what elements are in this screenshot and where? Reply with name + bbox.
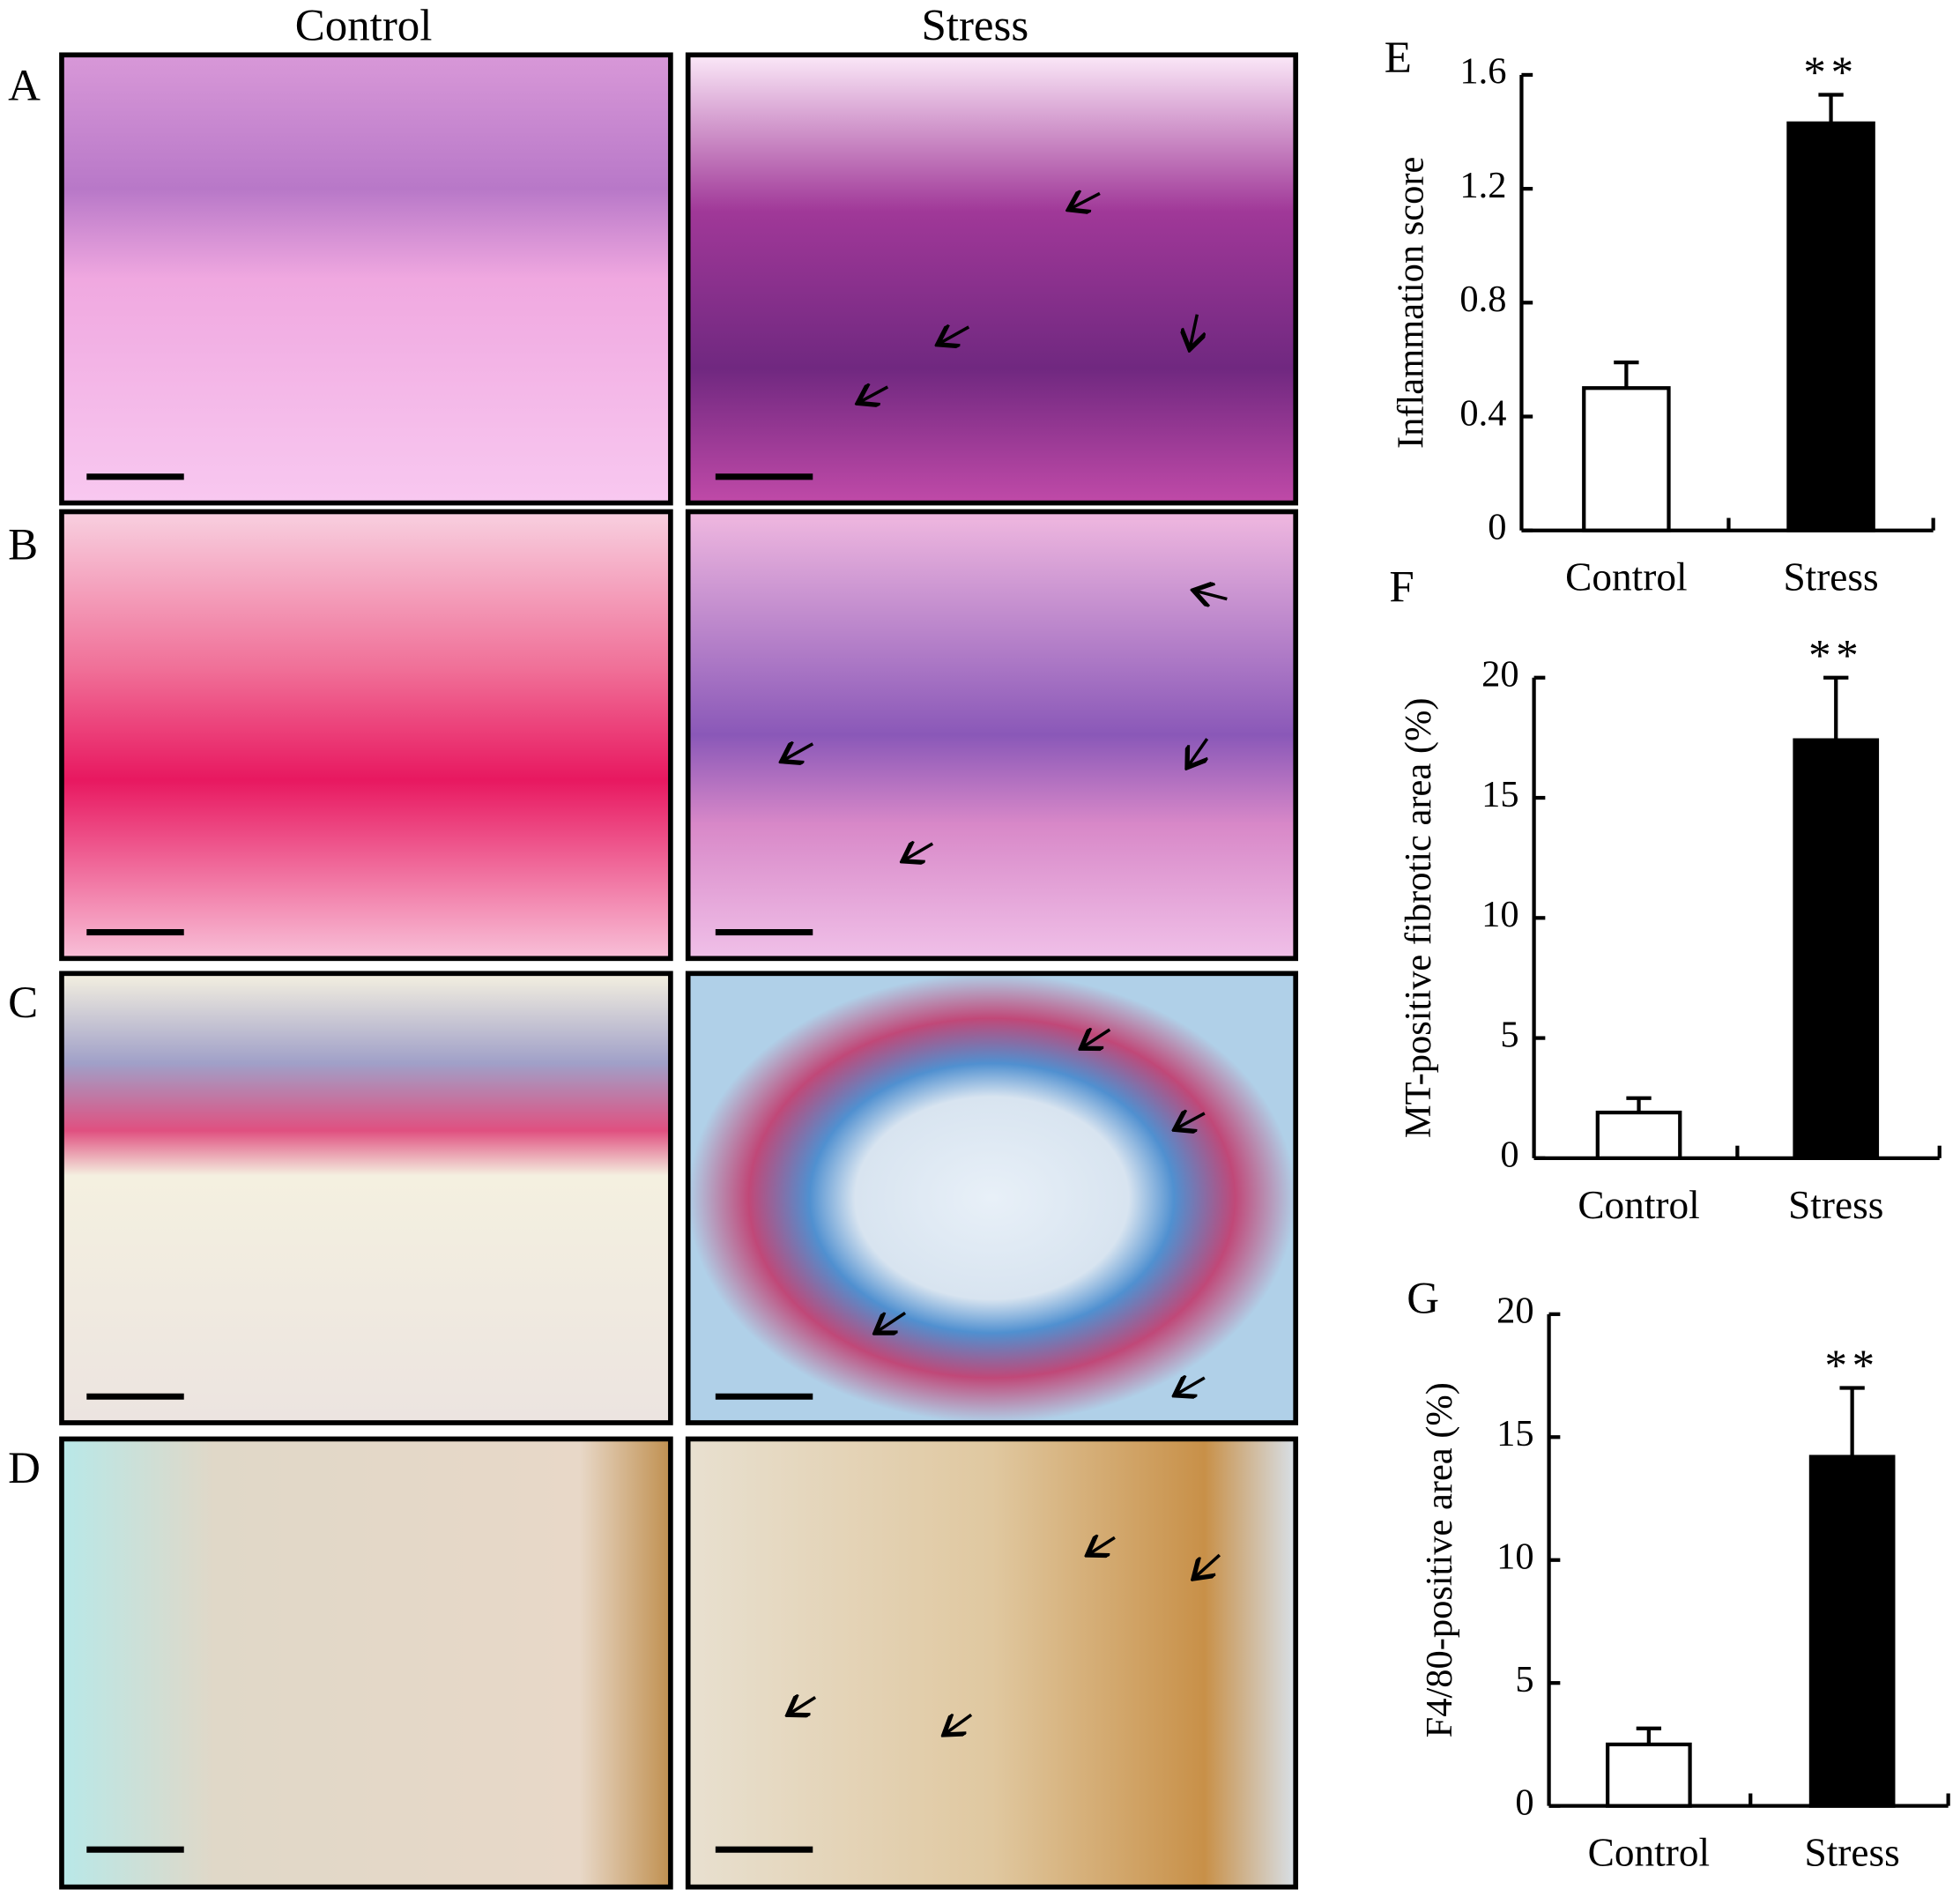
arrow: [1193, 591, 1228, 599]
y-tick-label: 5: [1515, 1659, 1533, 1700]
arrow: [858, 387, 889, 403]
annotation: **: [1808, 631, 1863, 681]
panel-label: F: [1389, 562, 1414, 612]
panel-label: C: [8, 978, 38, 1028]
panel-label: E: [1385, 33, 1412, 83]
x-tick-label: Stress: [1805, 1831, 1900, 1875]
arrow: [1069, 193, 1101, 209]
annotation: **: [1824, 1342, 1879, 1391]
x-tick-label: Control: [1588, 1831, 1710, 1875]
bar: [1582, 386, 1671, 532]
micrograph: [59, 1436, 673, 1890]
bar: [1808, 1454, 1896, 1808]
bar: [1793, 738, 1880, 1160]
arrow: [1088, 1537, 1116, 1555]
bar: [1606, 1742, 1692, 1808]
y-tick-label: 20: [1481, 654, 1518, 696]
y-tick-label: 0: [1500, 1134, 1518, 1176]
micrograph: [685, 52, 1299, 506]
arrow: [788, 1697, 817, 1715]
x-tick-label: Stress: [1788, 1183, 1883, 1227]
annotation: **: [1803, 48, 1858, 98]
arrow: [875, 1313, 907, 1333]
micrographs: [59, 52, 1299, 1890]
arrow: [944, 1715, 973, 1735]
arrow: [902, 844, 934, 861]
arrow: [782, 744, 814, 762]
micrograph: [685, 1436, 1299, 1890]
y-tick-label: 20: [1496, 1291, 1533, 1332]
y-axis-label: MT-positive fibrotic area (%): [1398, 697, 1439, 1138]
scale-bars: [86, 473, 813, 1853]
arrows: [782, 193, 1228, 1735]
y-tick-label: 0.4: [1459, 392, 1506, 434]
x-tick-label: Control: [1578, 1183, 1699, 1227]
y-tick-label: 10: [1481, 894, 1518, 935]
y-tick-label: 0.8: [1459, 279, 1506, 320]
arrow: [1081, 1030, 1111, 1048]
arrow: [1190, 314, 1197, 350]
y-tick-label: 0: [1515, 1782, 1533, 1823]
micrograph: [59, 52, 673, 506]
bar: [1786, 121, 1875, 532]
micrograph: [59, 971, 673, 1425]
y-axis-label: Inflammation score: [1390, 157, 1431, 449]
panel-label: A: [8, 61, 41, 110]
micrograph: [59, 509, 673, 962]
y-tick-label: 1.6: [1459, 51, 1506, 93]
x-tick-label: Stress: [1783, 555, 1878, 599]
panel-label: D: [8, 1444, 41, 1493]
panel-label: G: [1407, 1274, 1439, 1323]
micrograph: [685, 509, 1299, 962]
y-tick-label: 10: [1496, 1536, 1533, 1577]
arrow: [1175, 1378, 1206, 1395]
y-axis-label: F4/80-positive area (%): [1419, 1382, 1460, 1737]
column-title: Stress: [921, 1, 1028, 50]
micrograph: [685, 971, 1299, 1425]
x-tick-label: Control: [1565, 555, 1687, 599]
y-tick-label: 1.2: [1459, 165, 1506, 206]
column-title: Control: [295, 1, 433, 50]
y-tick-label: 15: [1496, 1413, 1533, 1454]
y-tick-label: 0: [1488, 506, 1506, 547]
y-tick-label: 5: [1500, 1014, 1518, 1055]
bar: [1595, 1110, 1682, 1160]
y-tick-label: 15: [1481, 774, 1518, 815]
arrow: [1193, 1553, 1221, 1579]
arrow: [1187, 738, 1207, 768]
arrow: [938, 327, 970, 345]
panel-label: B: [8, 520, 38, 569]
arrow: [1175, 1113, 1206, 1129]
